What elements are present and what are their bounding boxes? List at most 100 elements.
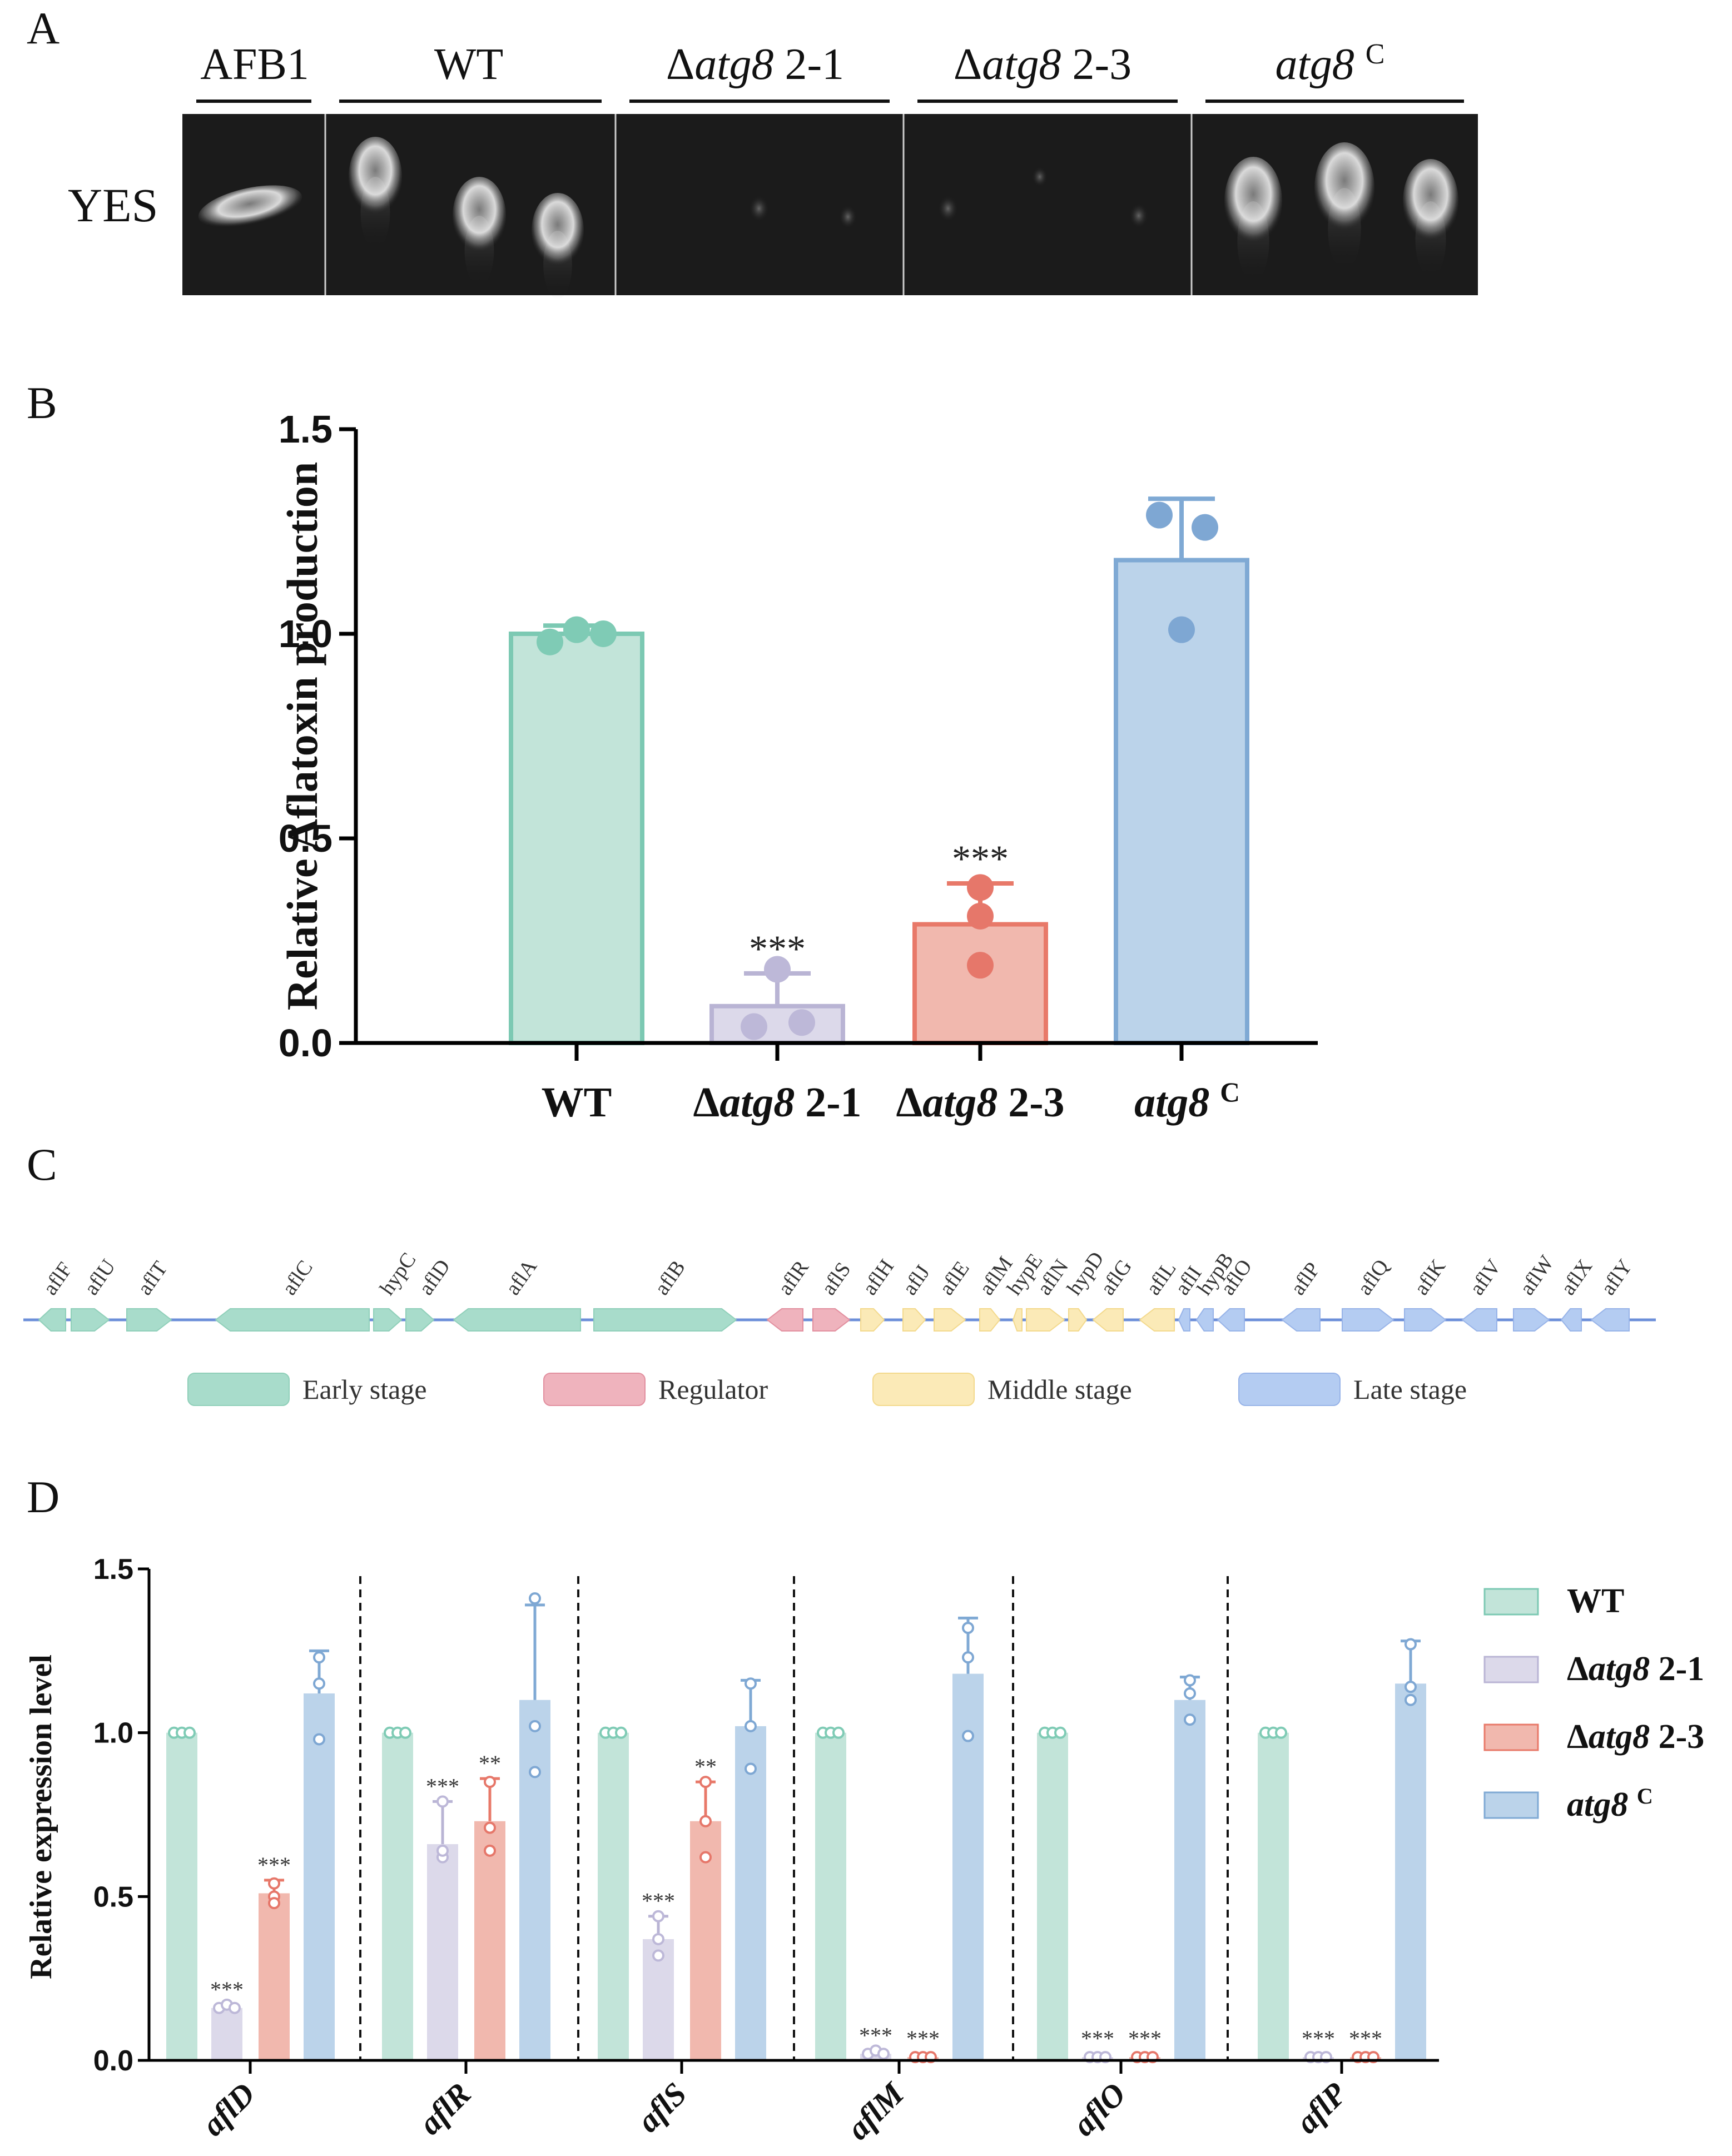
- d21-spot-1: [749, 195, 769, 222]
- expr-point-aflS-0-2: [615, 1726, 627, 1739]
- expr-significance-aflR-2: **: [479, 1751, 501, 1776]
- wt-spot-2: [453, 177, 506, 255]
- gene-arrow-aflV: [1461, 1308, 1497, 1332]
- gene-arrow-aflH: [860, 1308, 885, 1332]
- expr-bar-aflR-3: [519, 1700, 550, 2060]
- gene-label-aflT: aflT: [133, 1257, 172, 1299]
- gene-label-aflU: aflU: [80, 1255, 120, 1299]
- expr-point-aflS-3-2: [745, 1762, 757, 1775]
- expr-bar-aflD-1: [211, 2008, 242, 2060]
- expr-point-aflM-3-0: [962, 1622, 974, 1635]
- gene-arrow-aflR: [766, 1308, 803, 1332]
- expr-bar-aflD-0: [166, 1732, 197, 2060]
- gene-arrow-aflS: [812, 1308, 851, 1332]
- legend-label-late: Late stage: [1353, 1374, 1467, 1405]
- gene-label-aflC: aflC: [277, 1256, 317, 1299]
- gene-arrow-hypE: [1012, 1308, 1023, 1332]
- expr-point-aflS-1-0: [652, 1910, 664, 1922]
- gene-label-aflE: aflE: [935, 1257, 974, 1299]
- expr-bar-aflP-3: [1395, 1683, 1426, 2060]
- data-point-0-0: [537, 628, 563, 655]
- gene-arrow-aflN: [1026, 1308, 1065, 1332]
- expr-legend-swatch-1: [1483, 1656, 1539, 1683]
- wt-spot-3: [532, 193, 584, 269]
- gene-arrow-aflM: [979, 1308, 1001, 1332]
- expr-point-aflR-3-0: [529, 1592, 541, 1605]
- data-point-3-0: [1146, 501, 1173, 529]
- yes-row-label: YES: [68, 178, 158, 232]
- data-point-1-2: [788, 1009, 815, 1036]
- expr-x-tick-label-aflD: aflD: [195, 2075, 262, 2143]
- data-point-3-2: [1168, 616, 1195, 643]
- expr-bar-aflR-0: [382, 1732, 413, 2060]
- lane-label-0: AFB1: [200, 40, 309, 89]
- expr-point-aflP-0-2: [1275, 1726, 1287, 1739]
- panel-letter-b: B: [27, 377, 57, 428]
- expr-point-aflO-3-0: [1184, 1674, 1196, 1687]
- gene-arrow-aflE: [934, 1308, 966, 1332]
- gene-arrow-aflK: [1404, 1308, 1447, 1332]
- comp-spot-2: [1314, 142, 1374, 234]
- lane-label-2: Δatg8 2-1: [666, 40, 844, 89]
- bar-0: [509, 632, 644, 1045]
- expr-bar-aflD-3: [304, 1693, 335, 2060]
- gene-arrow-aflC: [215, 1308, 370, 1332]
- afb1-standard-spot: [198, 185, 302, 228]
- expr-point-aflO-0-2: [1054, 1726, 1066, 1739]
- x-tick-label-0: WT: [542, 1079, 612, 1126]
- gene-arrow-aflJ: [902, 1308, 926, 1332]
- gene-label-aflP: aflP: [1286, 1258, 1325, 1299]
- lane-label-3: Δatg8 2-3: [954, 40, 1131, 89]
- expr-point-aflD-1-2: [229, 2001, 241, 2014]
- expr-y-tick-label-3: 1.5: [93, 1553, 133, 1586]
- bar-1: [709, 1004, 845, 1046]
- y-tick-label-0: 0.0: [279, 1021, 332, 1065]
- expr-point-aflD-2-0: [268, 1877, 280, 1890]
- expr-significance-aflM-2: ***: [906, 2026, 940, 2051]
- gene-label-aflS: aflS: [817, 1258, 856, 1299]
- expr-point-aflS-3-0: [745, 1677, 757, 1690]
- expr-significance-aflS-1: ***: [642, 1889, 675, 1914]
- expr-bar-aflP-0: [1258, 1732, 1289, 2060]
- expr-y-tick-label-1: 0.5: [93, 1881, 133, 1913]
- x-tick-label-1: Δatg8 2-1: [693, 1079, 861, 1126]
- expr-legend-label-2: Δatg8 2-3: [1567, 1718, 1704, 1756]
- expr-x-tick-label-aflR: aflR: [411, 2075, 478, 2142]
- gene-label-hypC: hypC: [375, 1249, 421, 1300]
- gene-label-aflK: aflK: [1410, 1255, 1450, 1299]
- bar-3: [1114, 558, 1249, 1045]
- panel-letter-a: A: [27, 3, 59, 53]
- expr-point-aflD-2-2: [268, 1897, 280, 1910]
- expr-point-aflR-1-2: [436, 1844, 449, 1857]
- gene-arrow-hypC: [373, 1308, 403, 1332]
- legend-label-early: Early stage: [302, 1374, 427, 1405]
- comp-spot-3: [1403, 159, 1458, 244]
- expr-significance-aflS-2: **: [694, 1754, 717, 1779]
- expr-y-axis-label: Relative expression level: [24, 1655, 58, 1979]
- expr-bar-aflS-0: [598, 1732, 629, 2060]
- expr-significance-aflP-1: ***: [1302, 2026, 1335, 2051]
- expr-point-aflD-3-0: [313, 1651, 325, 1664]
- expr-bar-aflO-3: [1174, 1700, 1205, 2060]
- expr-point-aflR-2-1: [484, 1821, 496, 1834]
- gene-arrow-aflI: [1178, 1308, 1190, 1332]
- gene-label-aflA: aflA: [501, 1255, 542, 1299]
- lane-label-4: atg8 C: [1276, 38, 1385, 90]
- y-tick-label-2: 1.0: [279, 612, 332, 655]
- gene-label-aflF: aflF: [38, 1258, 77, 1299]
- expr-point-aflP-3-1: [1405, 1681, 1417, 1693]
- expr-point-aflS-1-1: [652, 1949, 664, 1962]
- data-point-0-1: [563, 616, 590, 643]
- wt-spot-1: [349, 137, 402, 217]
- data-point-2-0: [967, 874, 994, 901]
- expr-point-aflR-1-0: [436, 1795, 449, 1808]
- expr-point-aflR-2-0: [484, 1776, 496, 1789]
- gene-arrow-aflA: [453, 1308, 581, 1332]
- expr-bar-aflM-1: [860, 2054, 891, 2060]
- gene-arrow-aflY: [1590, 1308, 1630, 1332]
- significance-1: ***: [749, 927, 806, 970]
- expr-legend-label-3: atg8 C: [1567, 1784, 1653, 1824]
- d21-spot-2: [839, 205, 857, 228]
- gene-arrow-aflP: [1281, 1308, 1321, 1332]
